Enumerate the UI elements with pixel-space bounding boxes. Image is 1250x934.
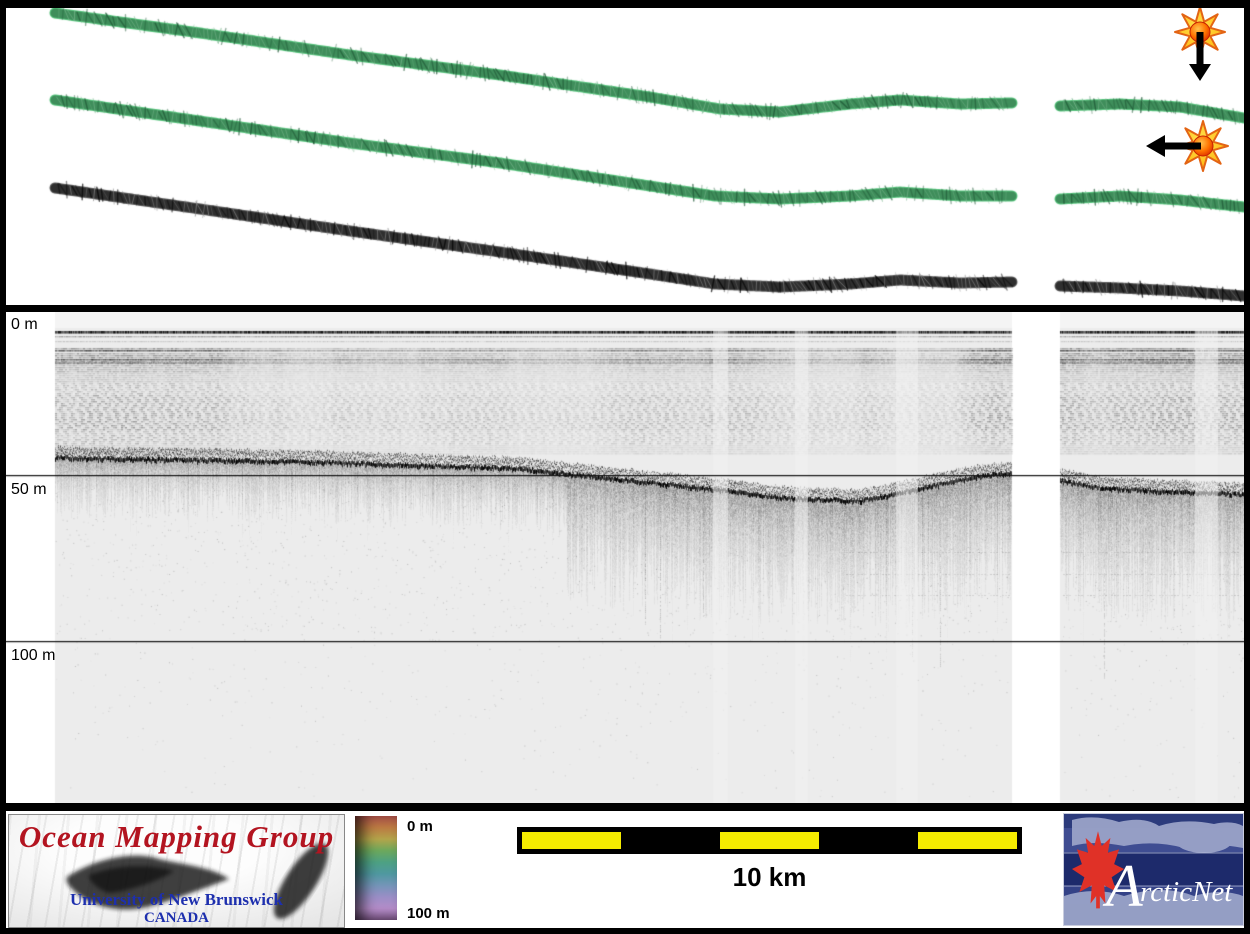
- footer-bar: Ocean Mapping Group University of New Br…: [6, 811, 1244, 928]
- depth-colorbar: [355, 816, 397, 920]
- ocean-mapping-group-logo: Ocean Mapping Group University of New Br…: [8, 814, 345, 928]
- scalebar-segment: [819, 832, 918, 849]
- bathymetry-tracks-canvas: [6, 8, 1244, 305]
- maple-leaf-icon: [1071, 831, 1125, 909]
- omg-subtitle: University of New Brunswick: [70, 890, 283, 909]
- bathymetry-tracks-panel: [6, 8, 1244, 305]
- omg-country: CANADA: [144, 910, 209, 926]
- scalebar-segment: [621, 832, 720, 849]
- scalebar-segment: [918, 832, 1017, 849]
- scalebar-label: 10 km: [732, 862, 807, 892]
- sun-arrow-left-icon: [1146, 120, 1229, 172]
- sonar-shadow-left-core: [89, 866, 174, 893]
- distance-scalebar: [517, 827, 1022, 854]
- depth-label-0m: 0 m: [11, 316, 38, 333]
- down-arrow-icon: [1189, 32, 1211, 81]
- scalebar-segment: [720, 832, 819, 849]
- sun-arrow-down-icon: [1174, 8, 1226, 81]
- arctic-map-landmasses: [1064, 817, 1243, 925]
- depth-label-50m: 50 m: [11, 481, 47, 498]
- left-arrow-icon: [1146, 135, 1201, 157]
- echogram-canvas: [6, 312, 1244, 803]
- sonar-texture-shapes: [66, 843, 329, 919]
- colorbar-bottom-label: 100 m: [407, 905, 450, 922]
- colorbar-top-label: 0 m: [407, 818, 433, 835]
- depth-label-100m: 100 m: [11, 647, 56, 664]
- scalebar-segment: [522, 832, 621, 849]
- subbottom-echogram-panel: 0 m 50 m 100 m: [6, 312, 1244, 803]
- arcticnet-wordmark: A rcticNet: [1102, 853, 1233, 919]
- sonar-shadow-right: [273, 843, 329, 919]
- arcticnet-logo: A rcticNet: [1063, 813, 1244, 926]
- omg-title: Ocean Mapping Group: [18, 819, 335, 854]
